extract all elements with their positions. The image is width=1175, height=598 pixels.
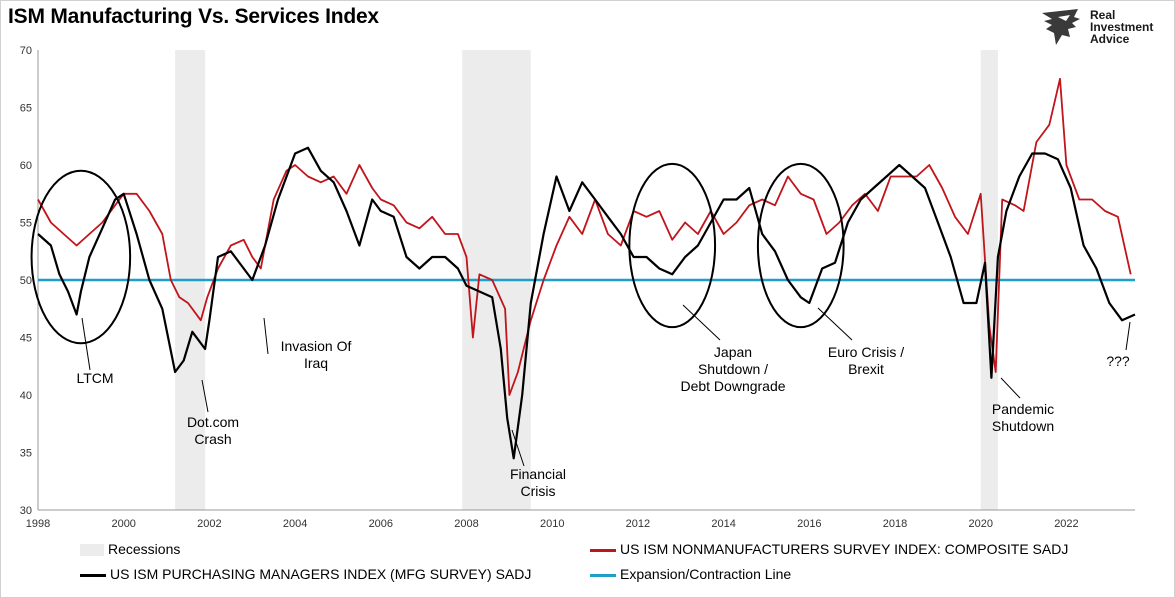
y-tick-label: 30	[20, 505, 32, 517]
legend-expansion: Expansion/Contraction Line	[590, 566, 791, 582]
services-swatch	[590, 548, 616, 552]
y-tick-label: 60	[20, 160, 32, 172]
x-tick-label: 1998	[26, 518, 50, 530]
x-tick-label: 2010	[540, 518, 564, 530]
x-tick-label: 2022	[1054, 518, 1078, 530]
y-tick-label: 35	[20, 448, 32, 460]
annotation-pandemic: Pandemic	[992, 401, 1054, 417]
expansion-swatch	[590, 573, 616, 577]
annotation-iraq: Iraq	[304, 355, 328, 371]
annotation-question: ???	[1106, 353, 1130, 369]
x-tick-label: 2020	[968, 518, 992, 530]
x-tick-label: 2014	[711, 518, 735, 530]
legend-label: Recessions	[108, 541, 181, 557]
logo: Real Investment Advice	[1040, 7, 1170, 49]
annotation-leader	[1125, 321, 1131, 351]
annotation-leader	[201, 379, 209, 413]
legend-recessions: Recessions	[80, 541, 180, 557]
legend-label: US ISM NONMANUFACTURERS SURVEY INDEX: CO…	[620, 541, 1069, 557]
x-tick-label: 2016	[797, 518, 821, 530]
annotation-leader	[817, 307, 853, 341]
y-tick-label: 70	[20, 45, 32, 57]
x-tick-label: 2004	[283, 518, 307, 530]
legend-manufacturing: US ISM PURCHASING MANAGERS INDEX (MFG SU…	[80, 566, 531, 582]
x-tick-label: 2000	[111, 518, 135, 530]
x-tick-label: 2018	[883, 518, 907, 530]
y-tick-label: 55	[20, 218, 32, 230]
services-series-line	[37, 77, 1132, 396]
x-tick-label: 2008	[454, 518, 478, 530]
manufacturing-swatch	[80, 573, 106, 577]
x-tick-label: 2006	[369, 518, 393, 530]
annotation-leader	[81, 317, 91, 371]
annotation-leader	[511, 429, 525, 467]
logo-line: Investment	[1090, 20, 1154, 34]
annotation-japan: Debt Downgrade	[680, 378, 785, 394]
chart-title: ISM Manufacturing Vs. Services Index	[8, 5, 379, 28]
highlight-ellipse	[628, 162, 717, 329]
annotation-financial: Crisis	[521, 483, 556, 499]
legend-label: US ISM PURCHASING MANAGERS INDEX (MFG SU…	[110, 566, 532, 582]
annotation-euro: Euro Crisis /	[828, 344, 904, 360]
y-tick-label: 40	[20, 390, 32, 402]
logo-text: Real Investment Advice	[1090, 9, 1153, 45]
x-tick-label: 2002	[197, 518, 221, 530]
logo-line: Real	[1090, 8, 1116, 22]
annotation-ltcm: LTCM	[76, 370, 113, 386]
y-tick-label: 45	[20, 333, 32, 345]
y-tick-label: 65	[20, 103, 32, 115]
annotation-leader	[1000, 377, 1021, 399]
annotation-pandemic: Shutdown	[992, 418, 1054, 434]
y-tick-label: 50	[20, 275, 32, 287]
annotation-dotcom: Dot.com	[187, 414, 239, 430]
annotation-dotcom: Crash	[194, 431, 231, 447]
annotation-iraq: Invasion Of	[281, 338, 352, 354]
annotation-euro: Brexit	[848, 361, 884, 377]
legend-label: Expansion/Contraction Line	[620, 566, 792, 582]
recession-swatch	[80, 544, 104, 557]
highlight-ellipse	[756, 162, 845, 329]
line-chart: 30 35 40 45 50 55 60 65 70 1998 2000 2002 2004 2006 20…	[20, 45, 1136, 530]
annotation-japan: Japan	[714, 344, 752, 360]
highlight-ellipse	[30, 169, 132, 345]
manufacturing-series-line	[37, 146, 1136, 460]
x-tick-label: 2012	[626, 518, 650, 530]
legend-services: US ISM NONMANUFACTURERS SURVEY INDEX: CO…	[590, 541, 1068, 557]
annotation-leader	[682, 304, 721, 341]
annotation-japan: Shutdown /	[698, 361, 768, 377]
annotation-leader	[263, 317, 269, 355]
annotation-financial: Financial	[510, 466, 566, 482]
eagle-icon	[1042, 9, 1080, 45]
logo-line: Advice	[1090, 32, 1130, 46]
